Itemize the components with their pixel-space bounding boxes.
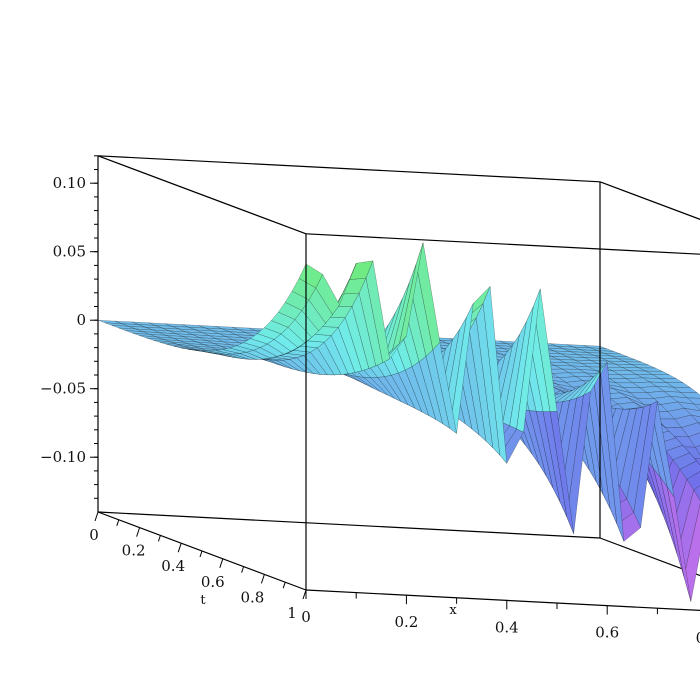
t-axis-title: t bbox=[200, 593, 206, 608]
box-edge bbox=[97, 155, 601, 183]
axis-ticks bbox=[90, 155, 658, 615]
surface-patch bbox=[695, 445, 700, 456]
z-tick-label: −0.10 bbox=[40, 448, 86, 466]
t-minor-tick bbox=[282, 582, 286, 589]
box-edge bbox=[97, 511, 601, 539]
box-edge bbox=[305, 233, 700, 255]
x-tick-label: 0.2 bbox=[394, 613, 418, 631]
bounding-box-front bbox=[97, 155, 601, 591]
box-edge bbox=[599, 181, 700, 220]
z-tick-label: −0.05 bbox=[40, 380, 86, 398]
t-tick-label: 0 bbox=[89, 526, 99, 544]
z-tick-label: 0.10 bbox=[53, 174, 86, 192]
t-tick bbox=[94, 511, 99, 522]
t-tick bbox=[136, 527, 141, 537]
t-tick bbox=[177, 543, 182, 553]
box-edge bbox=[305, 589, 700, 612]
t-tick-label: 0.8 bbox=[240, 588, 264, 606]
z-tick-label: 0.05 bbox=[53, 243, 86, 261]
t-minor-tick bbox=[157, 535, 161, 542]
t-minor-tick bbox=[241, 566, 245, 573]
t-tick bbox=[260, 574, 265, 584]
box-edge bbox=[599, 537, 700, 577]
box-edge bbox=[97, 155, 307, 235]
x-axis-title: x bbox=[449, 603, 457, 618]
t-tick-label: 0.6 bbox=[201, 573, 225, 591]
surface-mesh bbox=[97, 242, 700, 602]
t-minor-tick bbox=[199, 550, 203, 558]
surface-patch bbox=[298, 263, 323, 289]
z-tick-label: 0 bbox=[76, 311, 86, 329]
axis-labels: 0.100.050−0.05−0.1000.20.40.60.8110.80.6… bbox=[40, 174, 700, 647]
t-minor-tick bbox=[116, 519, 120, 526]
x-tick-label: 0.4 bbox=[495, 618, 519, 636]
t-tick-label: 0.4 bbox=[161, 557, 185, 575]
x-tick-label: 0 bbox=[301, 608, 311, 626]
t-tick-label: 1 bbox=[287, 604, 297, 622]
t-tick bbox=[219, 558, 224, 568]
t-tick-label: 0.2 bbox=[122, 542, 146, 560]
x-tick-label: 0.6 bbox=[595, 624, 619, 642]
x-tick-label: 0.8 bbox=[696, 629, 700, 647]
